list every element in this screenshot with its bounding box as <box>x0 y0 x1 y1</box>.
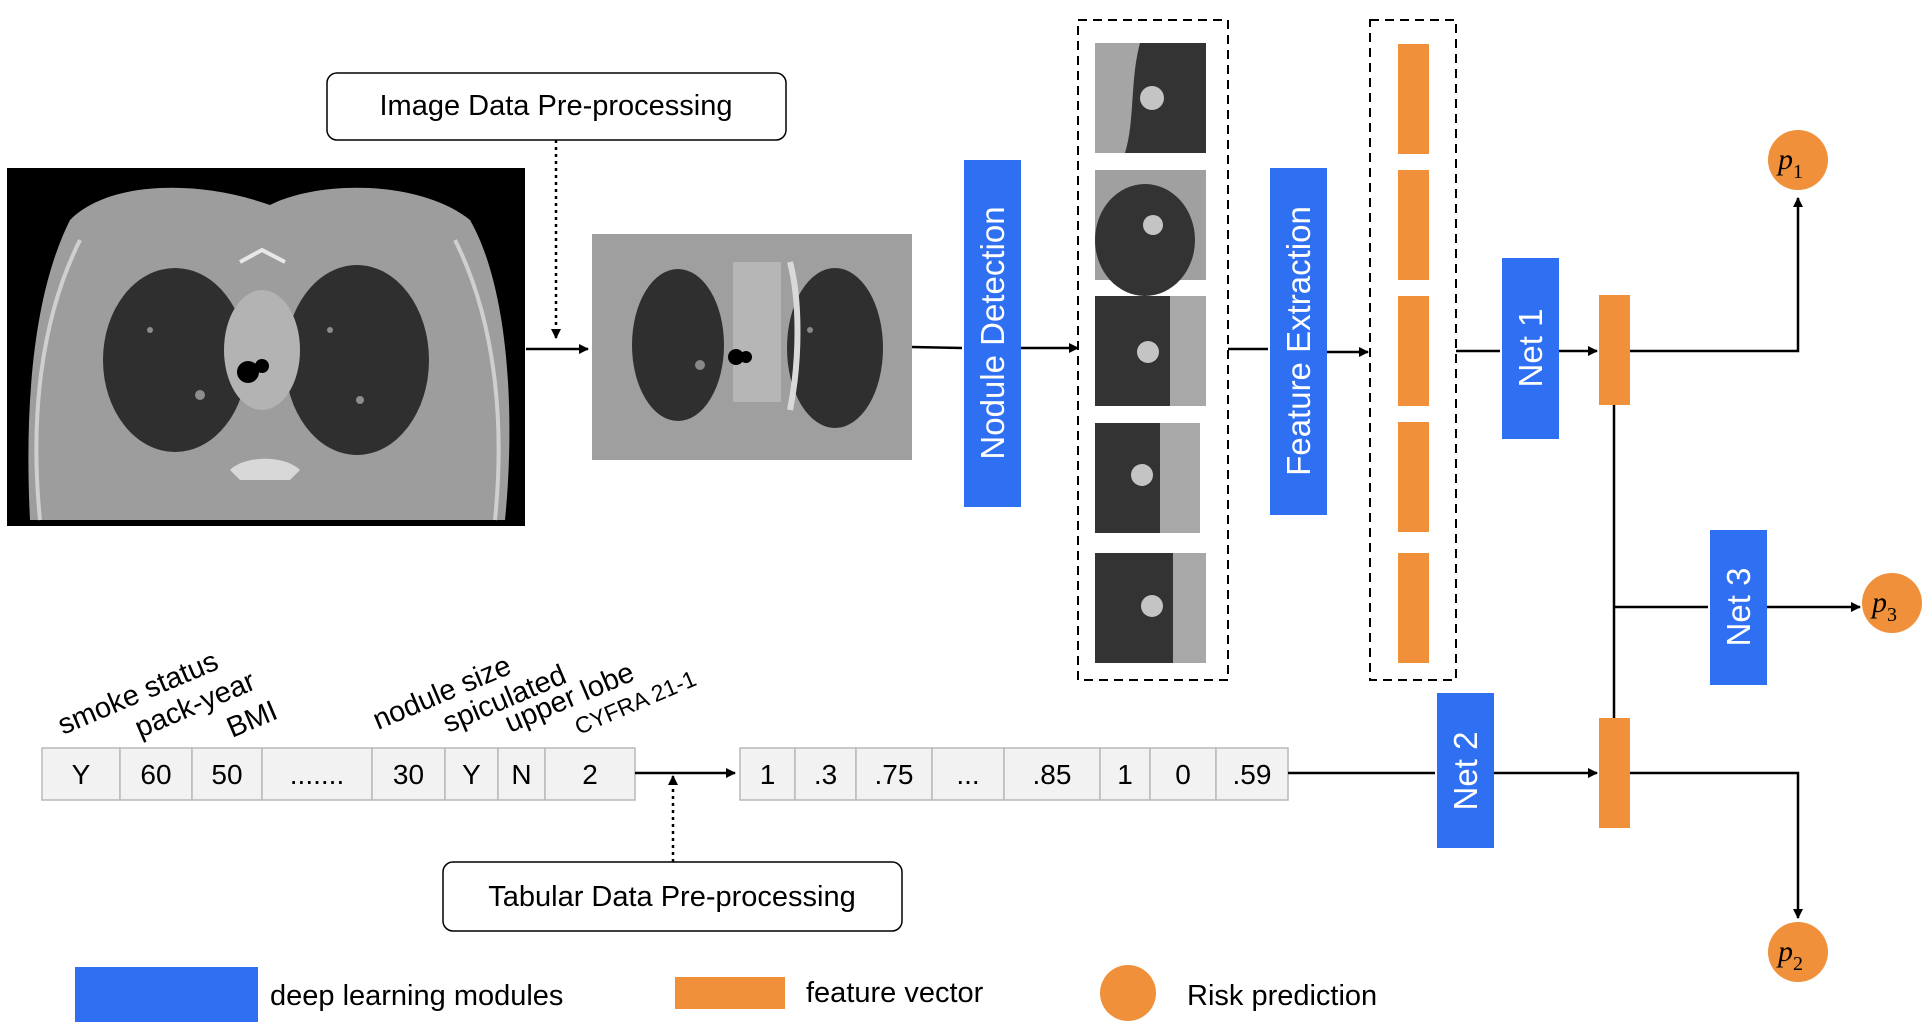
tabular-feature-headers: smoke status pack-year BMI nodule size s… <box>53 645 700 744</box>
nodule-detection-module <box>964 160 1021 507</box>
legend-risk-prediction-label: Risk prediction <box>1187 980 1377 1012</box>
processed-table-cell <box>1003 747 1101 801</box>
p2-label: p2 <box>1776 935 1803 975</box>
processed-table-cell-value: .59 <box>1233 759 1272 790</box>
processed-table-cell <box>931 747 1005 801</box>
feature-vector-3 <box>1398 296 1429 406</box>
raw-table-cell-value: Y <box>72 759 91 790</box>
feature-extraction-label: Feature Extraction <box>1280 206 1317 476</box>
image-fused-feature-vector <box>1599 295 1630 405</box>
processed-table-cell-value: .75 <box>875 759 914 790</box>
raw-table-cell-value: 30 <box>393 759 424 790</box>
raw-table-cell <box>41 747 121 801</box>
raw-table-cell <box>261 747 373 801</box>
risk-prediction-p3 <box>1862 573 1922 633</box>
ct-scan-raw-image <box>7 168 525 526</box>
feature-vectors-dashed-box <box>1369 19 1457 681</box>
processed-table-cell <box>794 747 857 801</box>
risk-prediction-p2 <box>1768 922 1828 982</box>
legend: deep learning modules feature vector Ris… <box>75 965 1377 1022</box>
p1-label: p1 <box>1776 143 1803 183</box>
raw-table-cell-value: Y <box>462 759 481 790</box>
processed-tabular-table: 1 .3 .75... .85 1 0 .59 <box>739 747 1289 801</box>
raw-table-cell-value: 2 <box>582 759 598 790</box>
net3-module <box>1710 530 1767 685</box>
nodule-patch-4 <box>1095 423 1200 533</box>
arrow-processed-to-detection <box>911 345 963 350</box>
image-preprocessing-label: Image Data Pre-processing <box>380 90 733 122</box>
tabular-fused-feature-vector <box>1599 718 1630 828</box>
raw-table-cell <box>119 747 193 801</box>
net2-label: Net 2 <box>1447 732 1484 811</box>
processed-table-cell-value: 1 <box>1117 759 1133 790</box>
raw-table-cell-value: ....... <box>290 759 344 790</box>
legend-feature-vector-swatch <box>675 977 785 1009</box>
net1-label: Net 1 <box>1512 309 1549 388</box>
raw-table-cell-value: 50 <box>211 759 242 790</box>
processed-table-cell-value: ... <box>956 759 979 790</box>
raw-table-cell <box>191 747 263 801</box>
net3-label: Net 3 <box>1720 568 1757 647</box>
raw-table-cell <box>444 747 499 801</box>
processed-table-cell <box>1149 747 1217 801</box>
processed-table-cell <box>855 747 933 801</box>
arrow-to-p2 <box>1630 771 1803 919</box>
processed-table-cell-value: 0 <box>1175 759 1191 790</box>
feature-vector-5 <box>1398 553 1429 663</box>
p3-label: p3 <box>1870 586 1897 626</box>
net1-module <box>1502 258 1559 439</box>
raw-tabular-table: Y 60 50....... 30 Y N 2 <box>41 747 636 801</box>
legend-deep-learning-swatch <box>75 967 258 1022</box>
net2-module <box>1437 693 1494 848</box>
nodule-detection-label: Nodule Detection <box>974 206 1011 459</box>
nodule-patch-2 <box>1095 170 1206 296</box>
legend-risk-prediction-swatch <box>1100 965 1156 1021</box>
ct-scan-processed-image <box>592 234 912 460</box>
processed-table-cell-value: .85 <box>1033 759 1072 790</box>
legend-deep-learning-label: deep learning modules <box>270 980 563 1012</box>
raw-table-cell <box>371 747 446 801</box>
nodule-patch-1 <box>1095 43 1206 153</box>
nodule-patch-3 <box>1095 296 1206 406</box>
feature-vector-2 <box>1398 170 1429 280</box>
feature-extraction-module <box>1270 168 1327 515</box>
nodule-patch-5 <box>1095 553 1206 663</box>
legend-feature-vector-label: feature vector <box>806 977 984 1009</box>
raw-table-cell-value: 60 <box>140 759 171 790</box>
risk-prediction-p1 <box>1768 130 1828 190</box>
processed-table-cell-value: .3 <box>814 759 837 790</box>
raw-table-cell-value: N <box>511 759 531 790</box>
tabular-preprocessing-label: Tabular Data Pre-processing <box>488 881 856 913</box>
arrow-to-p1 <box>1630 197 1803 353</box>
processed-table-cell-value: 1 <box>760 759 776 790</box>
feature-vector-1 <box>1398 44 1429 154</box>
feature-vector-4 <box>1398 422 1429 532</box>
processed-table-cell <box>739 747 796 801</box>
